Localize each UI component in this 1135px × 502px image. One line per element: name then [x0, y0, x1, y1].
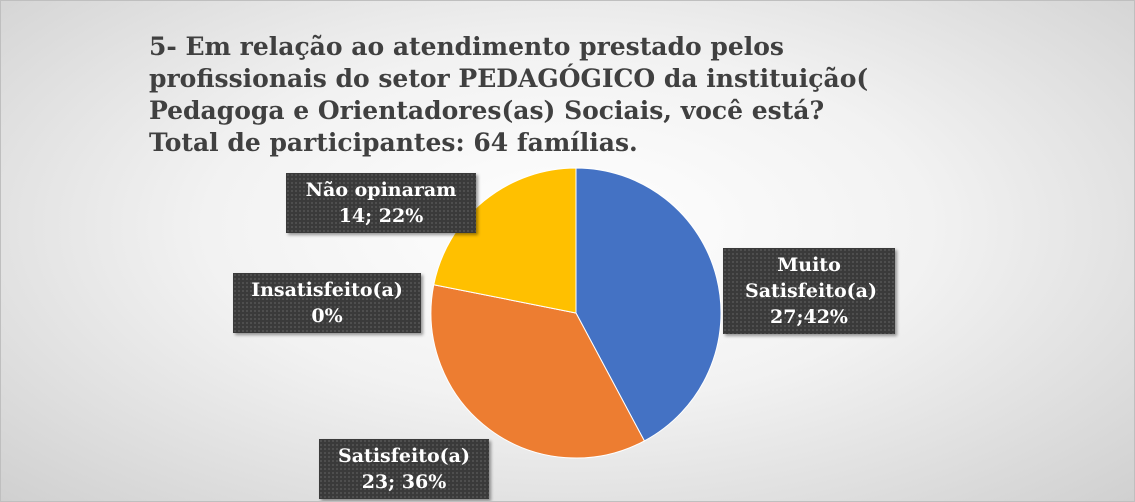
label-value: 14; 22% — [338, 205, 424, 227]
data-label: Não opinaram 14; 22% — [286, 173, 476, 233]
label-category: Muito Satisfeito(a) — [745, 254, 877, 302]
label-category: Satisfeito(a) — [338, 445, 470, 467]
label-value: 27;42% — [770, 306, 848, 328]
pie-slice — [575, 167, 722, 442]
pie-slice — [430, 284, 646, 459]
chart-subtitle: Total de participantes: 64 famílias. — [149, 128, 638, 157]
data-label: Muito Satisfeito(a) 27;42% — [723, 248, 895, 334]
label-value: 23; 36% — [361, 471, 447, 493]
pie-slice — [433, 167, 577, 314]
data-label: Insatisfeito(a) 0% — [233, 273, 421, 333]
label-category: Insatisfeito(a) — [251, 279, 403, 301]
data-label: Satisfeito(a) 23; 36% — [319, 439, 489, 499]
chart-title: 5- Em relação ao atendimento prestado pe… — [149, 32, 869, 125]
label-category: Não opinaram — [305, 179, 457, 201]
label-value: 0% — [311, 305, 343, 327]
